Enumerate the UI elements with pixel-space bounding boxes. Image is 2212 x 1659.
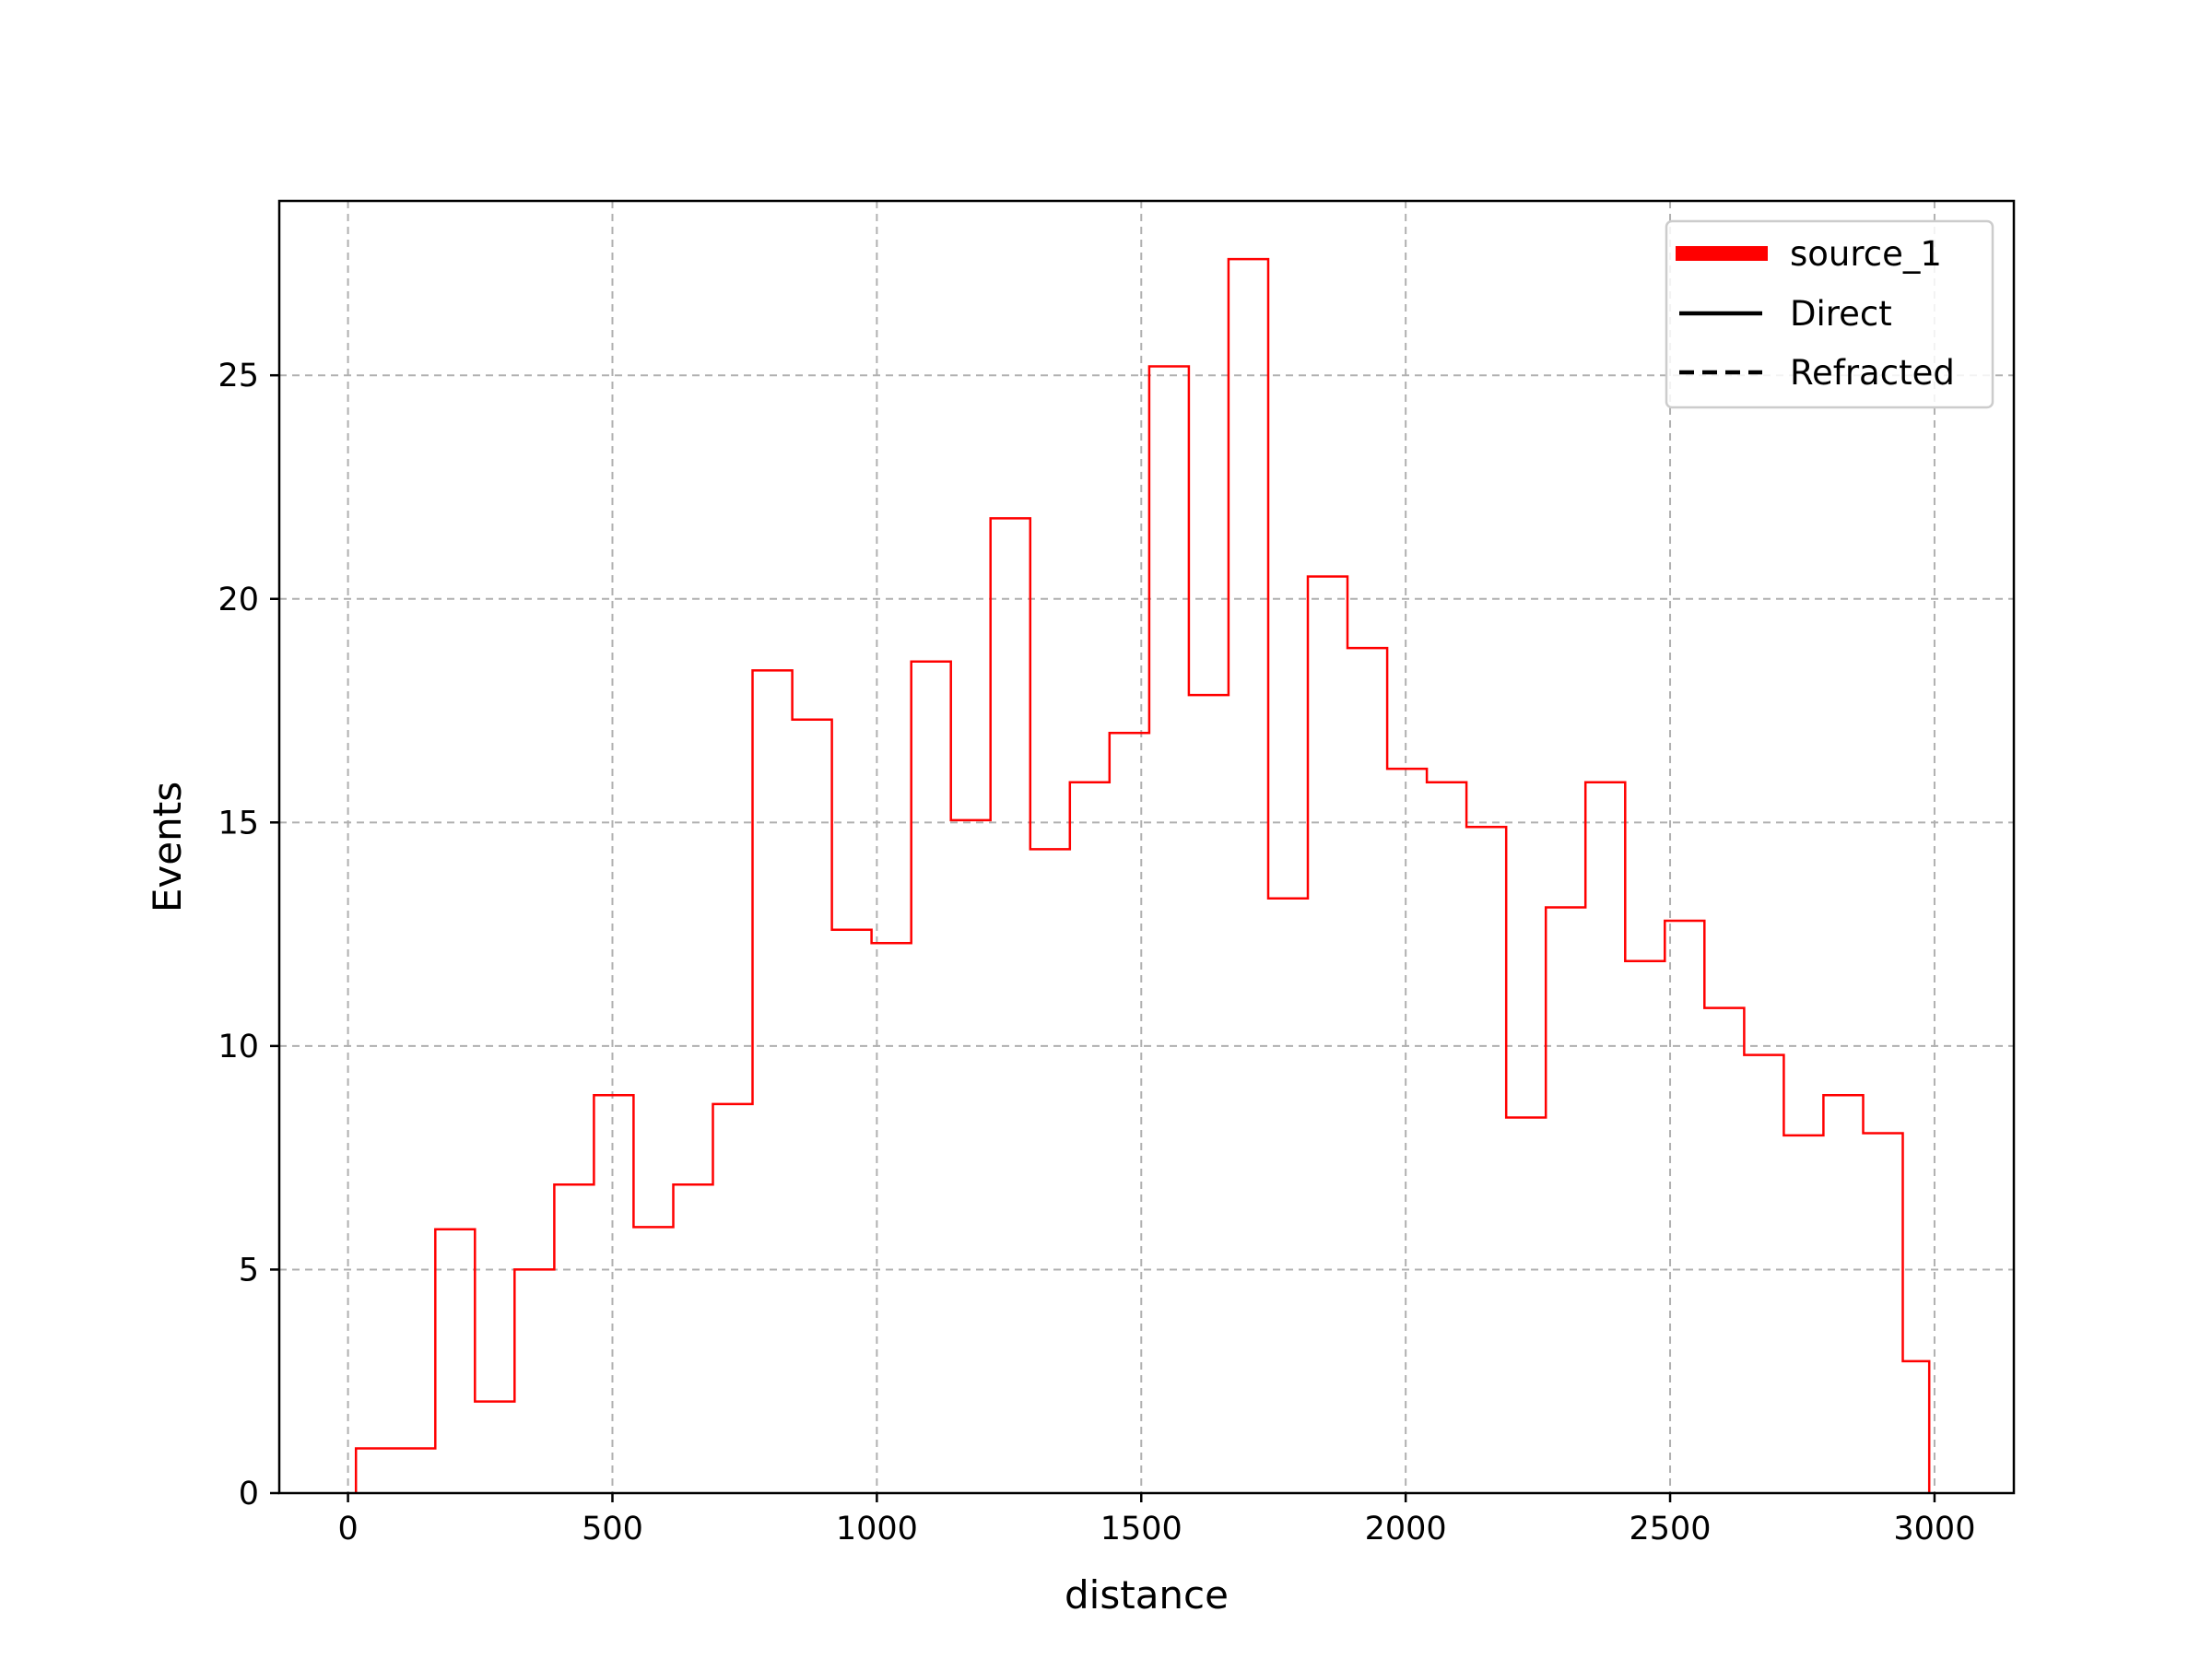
- legend-label-direct: Direct: [1790, 294, 1892, 334]
- x-tick-label: 500: [582, 1511, 643, 1547]
- x-tick-label: 0: [337, 1511, 358, 1547]
- y-tick-label: 0: [239, 1476, 259, 1512]
- x-tick-label: 3000: [1893, 1511, 1975, 1547]
- legend-frame: [1665, 219, 1994, 409]
- x-tick-label: 2000: [1365, 1511, 1447, 1547]
- axis-ticks: 0 500 1000 1500 2000 2500 3000 0 5 10 15 20 25: [218, 358, 1975, 1547]
- legend-label-refracted: Refracted: [1790, 353, 1955, 393]
- x-tick-label: 1500: [1100, 1511, 1182, 1547]
- legend-label-source-1: source_1: [1790, 234, 1942, 274]
- y-tick-label: 25: [218, 358, 259, 394]
- plot-frame: [277, 199, 2016, 1495]
- y-axis-label: Events: [145, 782, 190, 912]
- legend: source_1 Direct Refracted: [1665, 219, 1994, 409]
- y-tick-label: 20: [218, 582, 259, 618]
- y-tick-label: 15: [218, 805, 259, 841]
- series-layer: [354, 257, 1931, 1493]
- y-tick-label: 10: [218, 1029, 259, 1065]
- x-tick-label: 2500: [1630, 1511, 1712, 1547]
- x-axis-label: distance: [1065, 1572, 1229, 1618]
- series-line-source-1: [354, 257, 1931, 1493]
- x-tick-label: 1000: [836, 1511, 918, 1547]
- y-tick-label: 5: [239, 1252, 259, 1288]
